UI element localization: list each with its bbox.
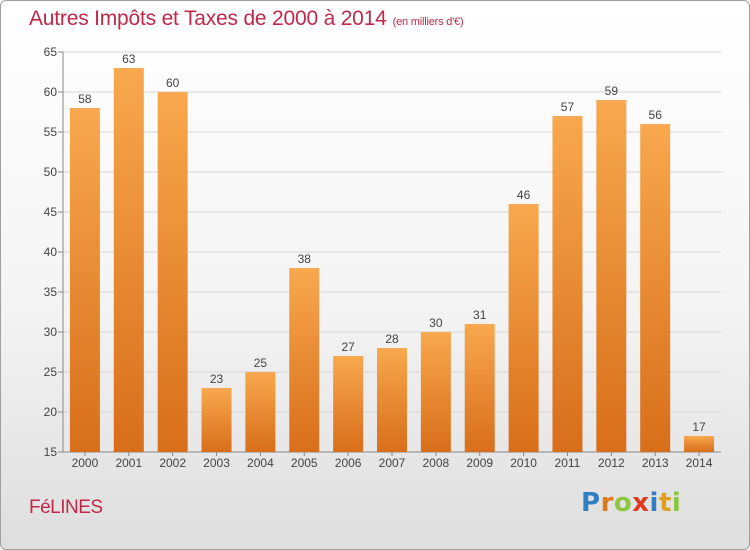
bar: [640, 124, 671, 452]
x-tick-label: 2002: [159, 456, 186, 470]
data-label: 38: [298, 252, 312, 266]
x-tick-label: 2003: [203, 456, 230, 470]
y-tick-label: 20: [44, 405, 58, 419]
x-tick-label: 2006: [335, 456, 362, 470]
data-label: 31: [473, 308, 487, 322]
y-tick-label: 40: [44, 245, 58, 259]
y-tick-label: 30: [44, 325, 58, 339]
data-label: 28: [385, 332, 399, 346]
data-label: 63: [122, 52, 136, 66]
logo-letter: i: [671, 488, 682, 518]
x-tick-label: 2014: [686, 456, 713, 470]
data-label: 46: [517, 188, 531, 202]
x-tick-label: 2008: [423, 456, 450, 470]
commune-name: FéLINES: [29, 497, 103, 518]
bar: [420, 332, 451, 452]
bar: [333, 356, 364, 452]
y-tick-label: 50: [44, 165, 58, 179]
data-label: 60: [166, 76, 180, 90]
bar: [201, 388, 232, 452]
data-label: 27: [341, 340, 355, 354]
y-tick-label: 65: [44, 45, 58, 59]
data-label: 23: [210, 372, 224, 386]
chart-subtitle: (en milliers d'€): [392, 16, 464, 28]
bar: [552, 116, 583, 452]
x-tick-label: 2001: [115, 456, 142, 470]
x-tick-label: 2011: [555, 456, 581, 470]
bars: [69, 68, 715, 452]
x-tick-label: 2004: [247, 456, 274, 470]
bar: [684, 436, 715, 452]
bar: [377, 348, 407, 452]
bar: [69, 108, 100, 452]
logo-letter: o: [613, 488, 633, 518]
y-tick-label: 25: [44, 365, 58, 379]
logo-letter: t: [658, 488, 672, 518]
data-label: 57: [561, 100, 575, 114]
y-tick-label: 55: [44, 125, 58, 139]
data-label: 59: [605, 84, 619, 98]
x-tick-label: 2010: [510, 456, 537, 470]
x-tick-label: 2005: [291, 456, 318, 470]
bar: [508, 204, 539, 452]
bar: [289, 268, 320, 452]
proxiti-logo[interactable]: Proxiti: [581, 488, 681, 518]
y-tick-label: 45: [44, 205, 58, 219]
x-tick-label: 2013: [642, 456, 669, 470]
chart-title-text: Autres Impôts et Taxes de 2000 à 2014: [29, 7, 387, 30]
x-tick-label: 2012: [598, 456, 625, 470]
y-tick-label: 35: [44, 285, 58, 299]
chart-title: Autres Impôts et Taxes de 2000 à 2014 (en…: [29, 7, 464, 31]
bar: [157, 92, 188, 452]
data-label: 56: [649, 108, 663, 122]
logo-letter: P: [581, 488, 601, 518]
y-tick-label: 15: [44, 445, 58, 459]
bar: [596, 100, 627, 452]
logo-letter: i: [649, 488, 659, 518]
y-tick-label: 60: [44, 85, 58, 99]
bar: [245, 372, 276, 452]
logo-letter: r: [600, 488, 614, 518]
bar: [113, 68, 144, 452]
labels: 15 20 25 30 35 40 45 50 55 60 65 58 2000 63 2001 60 2002…: [44, 45, 713, 470]
logo-letter: x: [632, 488, 650, 518]
x-tick-label: 2007: [379, 456, 406, 470]
data-label: 58: [78, 92, 92, 106]
bar: [464, 324, 495, 452]
data-label: 30: [429, 316, 443, 330]
x-tick-label: 2000: [72, 456, 99, 470]
data-label: 17: [692, 420, 706, 434]
data-label: 25: [254, 356, 268, 370]
x-tick-label: 2009: [466, 456, 493, 470]
